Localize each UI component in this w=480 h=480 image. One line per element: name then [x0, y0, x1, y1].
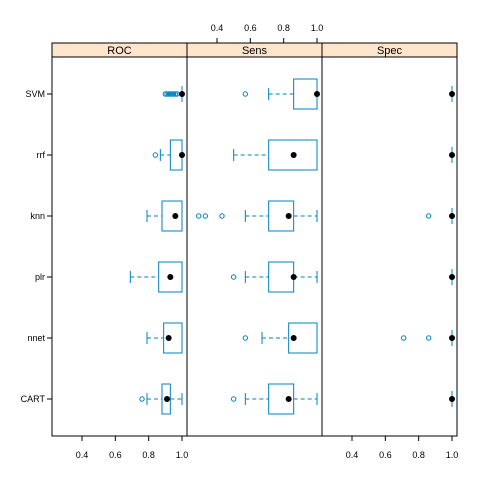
box-roc-knn	[161, 200, 183, 232]
box-sens-knn	[268, 200, 295, 232]
outlier-roc-svm	[170, 91, 177, 97]
x-tick-label-spec: 0.6	[379, 450, 392, 460]
box-sens-cart	[268, 383, 295, 415]
x-tick-label-sens: 0.6	[244, 23, 257, 33]
outlier-sens-nnet	[242, 335, 249, 341]
model-label-knn: knn	[30, 211, 45, 221]
x-tick-label-roc: 0.6	[109, 450, 122, 460]
box-sens-svm	[293, 78, 318, 110]
median-spec-nnet	[449, 335, 455, 341]
panel-frame-spec	[321, 56, 458, 437]
box-plot-marks	[129, 78, 455, 415]
median-sens-svm	[314, 91, 320, 97]
x-tick-label-spec: 1.0	[446, 450, 459, 460]
model-labels: SVM rrf knn plr nnet CART	[21, 89, 52, 404]
model-label-svm: SVM	[25, 89, 45, 99]
outlier-roc-svm	[164, 91, 170, 97]
box-sens-rrf	[268, 139, 318, 171]
outlier-sens-knn	[202, 213, 209, 219]
outlier-roc-svm	[162, 91, 169, 97]
median-sens-rrf	[290, 152, 297, 158]
x-tick-label-sens: 0.8	[277, 23, 290, 33]
x-tick-label-roc: 0.8	[142, 450, 155, 460]
model-label-cart: CART	[21, 394, 46, 404]
strip-label-spec: Spec	[377, 45, 403, 57]
outlier-spec-nnet	[400, 335, 407, 341]
x-axes: 0.4 0.6 0.8 1.0 0.4 0.6 0.8 1.0 0.4 0.6 0.8 1.0	[76, 23, 459, 460]
x-tick-label-sens: 0.4	[211, 23, 224, 33]
box-sens-plr	[268, 261, 295, 293]
median-spec-knn	[449, 213, 455, 219]
median-spec-rrf	[449, 152, 455, 158]
panel-strips: ROC Sens Spec	[51, 42, 458, 58]
panel-frame-roc	[51, 56, 188, 437]
outlier-roc-svm	[172, 91, 179, 97]
median-spec-svm	[449, 91, 455, 97]
median-roc-svm	[179, 91, 185, 97]
median-roc-nnet	[165, 335, 172, 341]
median-roc-plr	[167, 274, 174, 280]
strip-label-sens: Sens	[242, 45, 268, 57]
outlier-roc-svm	[165, 91, 172, 97]
strip-label-roc: ROC	[107, 45, 132, 57]
median-spec-plr	[449, 274, 455, 280]
median-roc-cart	[164, 396, 170, 402]
panel-frames	[51, 56, 458, 437]
x-tick-label-spec: 0.4	[346, 450, 359, 460]
x-tick-label-roc: 1.0	[176, 450, 189, 460]
x-tick-label-spec: 0.8	[412, 450, 425, 460]
outlier-roc-cart	[139, 396, 145, 402]
median-sens-nnet	[290, 335, 297, 341]
median-spec-cart	[449, 396, 455, 402]
outlier-roc-svm	[169, 91, 175, 97]
box-roc-nnet	[163, 322, 183, 354]
outlier-roc-svm	[167, 91, 174, 97]
model-label-plr: plr	[35, 272, 45, 282]
median-roc-knn	[172, 213, 179, 219]
box-roc-cart	[161, 383, 171, 415]
outlier-sens-knn	[195, 213, 202, 219]
x-tick-label-sens: 1.0	[311, 23, 324, 33]
outlier-spec-nnet	[425, 335, 432, 341]
box-sens-nnet	[288, 322, 318, 354]
outlier-spec-knn	[425, 213, 432, 219]
median-sens-knn	[285, 213, 292, 219]
median-roc-rrf	[179, 152, 185, 158]
box-roc-plr	[158, 261, 183, 293]
outlier-sens-plr	[230, 274, 237, 280]
x-tick-label-roc: 0.4	[76, 450, 89, 460]
outlier-sens-cart	[230, 396, 237, 402]
model-label-nnet: nnet	[27, 333, 45, 343]
outlier-sens-svm	[242, 91, 249, 97]
panel-frame-sens	[186, 56, 323, 437]
median-sens-cart	[285, 396, 292, 402]
outlier-roc-rrf	[152, 152, 159, 158]
median-sens-plr	[290, 274, 297, 280]
outlier-sens-knn	[219, 213, 225, 219]
model-label-rrf: rrf	[37, 150, 46, 160]
